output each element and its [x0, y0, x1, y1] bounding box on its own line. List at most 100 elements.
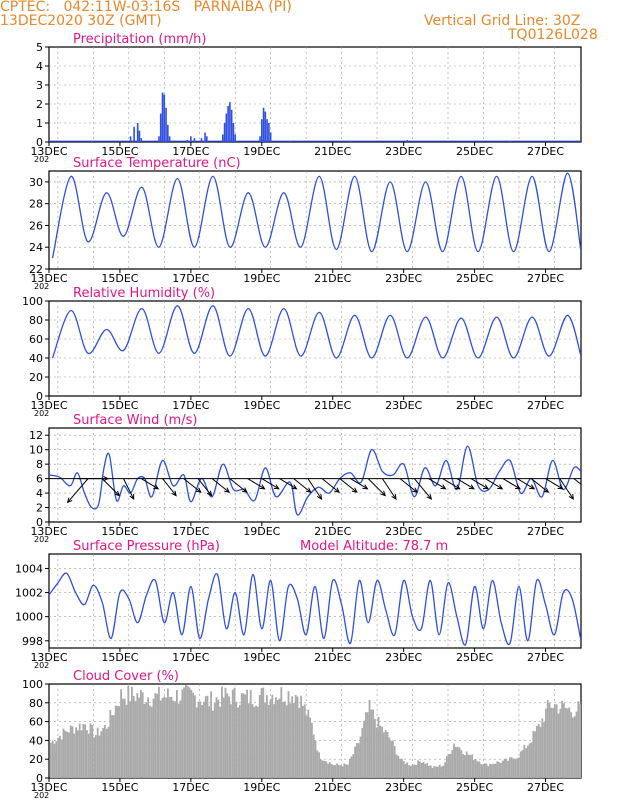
cloud-bar: [494, 763, 497, 778]
cloud-bar: [285, 705, 288, 778]
cloud-bar: [512, 758, 515, 778]
wind-arrow: [381, 478, 397, 500]
cloud-bar: [338, 764, 340, 778]
cloud-bar: [246, 689, 248, 778]
cloud-bar: [537, 724, 540, 778]
wind-arrow: [573, 478, 581, 485]
cloud-bar: [485, 763, 488, 778]
wind-arrow: [428, 478, 446, 490]
wind-arrow-head: [380, 490, 387, 497]
x-tick-label: 19DEC: [243, 525, 280, 538]
cloud-bar: [509, 757, 511, 778]
cloud-bar: [197, 701, 200, 778]
cloud-bar: [66, 731, 68, 778]
cloud-bar: [251, 704, 254, 778]
cloud-bar: [501, 760, 504, 778]
header-grid-line: Vertical Grid Line: 30Z: [424, 13, 581, 29]
cloud-bar: [356, 743, 358, 778]
series-group: [49, 445, 591, 516]
cloud-bar: [521, 750, 524, 778]
cloud-bar: [307, 709, 310, 778]
cloud-bar: [318, 752, 320, 778]
wind-arrow: [140, 478, 159, 490]
y-tick-label: 60: [29, 333, 43, 346]
wind-arrow-head: [224, 487, 231, 493]
y-tick-label: 26: [29, 219, 43, 232]
y-tick-label: 998: [22, 635, 43, 648]
x-tick-label: 19DEC: [243, 272, 280, 285]
wind-arrow-head: [412, 487, 419, 493]
cloud-bar: [543, 722, 545, 778]
series-line: [51, 305, 581, 359]
precip-bar: [167, 124, 169, 142]
cloud-bar: [330, 764, 333, 778]
wind-arrow: [321, 478, 340, 493]
cloud-bar: [572, 717, 574, 778]
cloud-bar: [469, 755, 472, 778]
y-tick-label: 4: [36, 60, 43, 73]
panel-title: Precipitation (mm/h): [73, 32, 206, 47]
wind-arrow: [339, 478, 358, 493]
cloud-bar: [96, 727, 99, 778]
cloud-bar: [212, 710, 214, 778]
series-group: [50, 684, 581, 778]
cloud-bar: [352, 754, 355, 778]
cloud-bar: [401, 758, 403, 778]
y-tick-label: 10: [29, 444, 43, 457]
cloud-bar: [563, 703, 565, 778]
cloud-bar: [127, 685, 130, 778]
cloud-bar: [213, 702, 216, 778]
cloud-bar: [118, 706, 121, 778]
cloud-bar: [240, 693, 243, 778]
y-tick-label: 40: [29, 734, 43, 747]
cloud-bar: [561, 700, 563, 778]
wind-arrow-head: [440, 484, 447, 490]
cloud-bar: [415, 764, 418, 778]
cloud-bar: [271, 694, 274, 778]
cloud-bar: [433, 766, 436, 778]
x-tick-label: 25DEC: [456, 781, 493, 794]
series-line: [49, 572, 581, 646]
cloud-bar: [105, 728, 108, 778]
wind-arrow-head: [497, 484, 504, 490]
x-tick-label: 15DEC: [101, 525, 138, 538]
cloud-bar: [163, 696, 166, 778]
wind-arrow-head: [586, 488, 591, 493]
cloud-bar: [426, 763, 428, 778]
y-tick-label: 80: [29, 314, 43, 327]
series-group: [51, 305, 581, 359]
cloud-bar: [496, 761, 499, 778]
panel-2: 0 20 40 60 80 100 13DEC 15DEC 17DEC 19DEC 21DEC 23D…: [22, 286, 582, 418]
panel-annotation: Model Altitude: 78.7 m: [300, 539, 448, 554]
cloud-bar: [312, 734, 315, 778]
cloud-bar: [410, 765, 412, 778]
cloud-bar: [329, 762, 331, 778]
x-tick-label: 17DEC: [172, 781, 209, 794]
wind-arrow-head: [241, 487, 248, 493]
x-year-label: 202: [34, 282, 49, 291]
cloud-bar: [149, 705, 151, 778]
cloud-bar: [55, 741, 58, 778]
cloud-bar: [348, 759, 351, 778]
precip-bar: [138, 130, 141, 142]
precip-bar: [200, 138, 203, 142]
cloud-bar: [444, 762, 446, 778]
x-tick-label: 27DEC: [527, 651, 564, 664]
wind-arrow: [197, 478, 212, 496]
cloud-bar: [176, 689, 178, 778]
x-tick-label: 25DEC: [456, 525, 493, 538]
wind-arrow: [350, 478, 368, 490]
precip-bar: [227, 105, 229, 142]
y-tick-label: 1002: [15, 587, 43, 600]
precip-bar: [268, 123, 270, 142]
cloud-bar: [456, 746, 459, 778]
wind-arrow: [399, 478, 418, 493]
cloud-bar: [57, 737, 59, 778]
x-tick-label: 27DEC: [527, 145, 564, 158]
cloud-bar: [116, 706, 119, 778]
cloud-bar: [455, 746, 457, 778]
wind-arrow: [470, 478, 489, 490]
cloud-bar: [536, 726, 538, 778]
cloud-bar: [69, 725, 72, 778]
cloud-bar: [422, 761, 425, 778]
